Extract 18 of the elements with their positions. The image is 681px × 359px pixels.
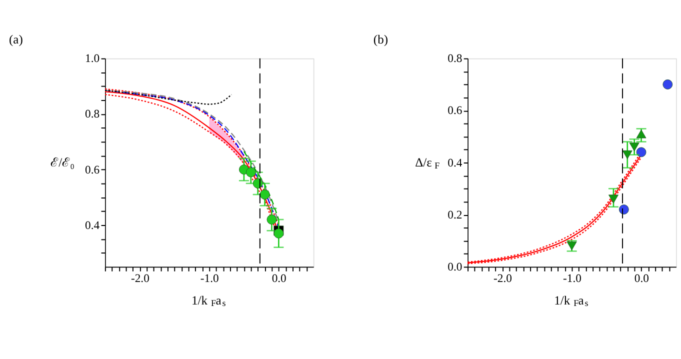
chart-title: (b) bbox=[373, 32, 388, 46]
x-tick-label: 0.0 bbox=[272, 272, 287, 286]
y-tick-label: 0.8 bbox=[85, 108, 100, 121]
y-tick-label: 0.2 bbox=[448, 208, 462, 222]
x-tick-label: 0.0 bbox=[634, 272, 650, 286]
y-tick-label: 0.4 bbox=[448, 156, 462, 170]
x-tick-label: -2.0 bbox=[130, 272, 150, 286]
y-axis-title: ℰ/ℰ₀ bbox=[50, 156, 75, 170]
x-tick-label: -1.0 bbox=[200, 272, 220, 286]
y-tick-label: 0.0 bbox=[448, 260, 462, 274]
chart-title: (a) bbox=[9, 32, 23, 46]
x-tick-label: -2.0 bbox=[494, 272, 512, 286]
x-tick-label: -1.0 bbox=[562, 272, 582, 286]
y-tick-label: 0.6 bbox=[85, 163, 100, 176]
y-tick-label: 0.8 bbox=[448, 52, 462, 66]
y-tick-label: 0.4 bbox=[85, 218, 100, 232]
y-tick-label: 1.0 bbox=[85, 52, 100, 66]
y-tick-label: 0.6 bbox=[448, 104, 462, 118]
